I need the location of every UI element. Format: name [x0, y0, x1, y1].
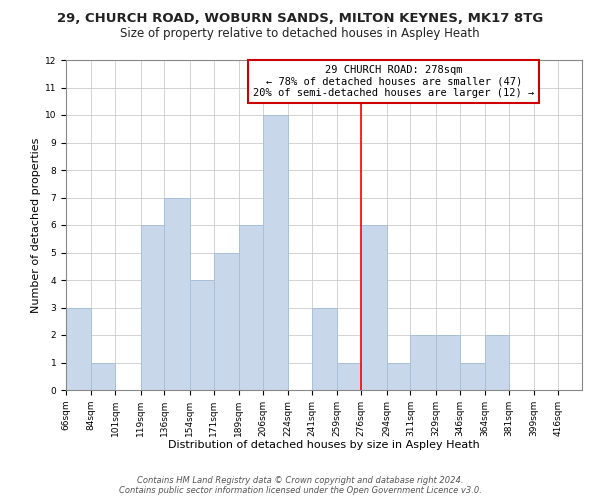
Bar: [410, 335, 436, 390]
Bar: [239, 225, 263, 390]
Bar: [460, 362, 485, 390]
Text: Size of property relative to detached houses in Aspley Heath: Size of property relative to detached ho…: [120, 28, 480, 40]
Bar: [66, 308, 91, 390]
Bar: [312, 308, 337, 390]
Text: 29, CHURCH ROAD, WOBURN SANDS, MILTON KEYNES, MK17 8TG: 29, CHURCH ROAD, WOBURN SANDS, MILTON KE…: [57, 12, 543, 26]
Bar: [164, 198, 190, 390]
Bar: [361, 225, 386, 390]
Y-axis label: Number of detached properties: Number of detached properties: [31, 138, 41, 312]
Bar: [337, 362, 361, 390]
Bar: [140, 225, 164, 390]
Bar: [91, 362, 115, 390]
Text: Contains HM Land Registry data © Crown copyright and database right 2024.
Contai: Contains HM Land Registry data © Crown c…: [119, 476, 481, 495]
Bar: [386, 362, 410, 390]
Text: 29 CHURCH ROAD: 278sqm
← 78% of detached houses are smaller (47)
20% of semi-det: 29 CHURCH ROAD: 278sqm ← 78% of detached…: [253, 65, 534, 98]
X-axis label: Distribution of detached houses by size in Aspley Heath: Distribution of detached houses by size …: [168, 440, 480, 450]
Bar: [214, 252, 239, 390]
Bar: [190, 280, 214, 390]
Bar: [263, 115, 288, 390]
Bar: [436, 335, 460, 390]
Bar: [485, 335, 509, 390]
